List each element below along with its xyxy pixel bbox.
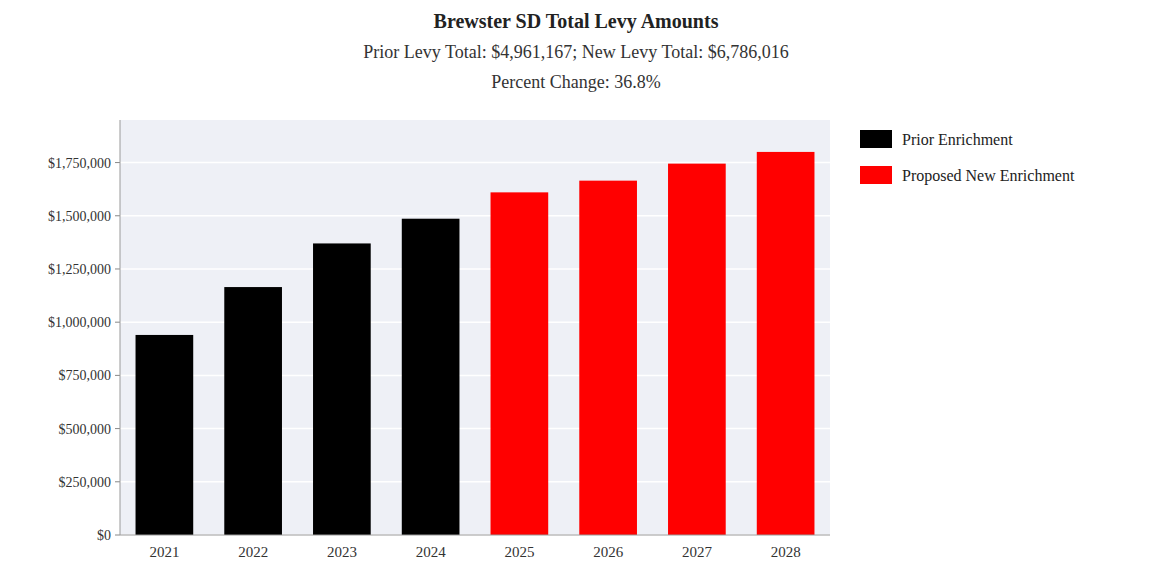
y-axis [120, 120, 121, 535]
bar [136, 335, 194, 535]
bar [757, 152, 815, 535]
y-tick [115, 268, 120, 269]
x-tick-label: 2023 [327, 544, 357, 560]
y-tick [115, 481, 120, 482]
y-tick-label: $250,000 [59, 475, 112, 490]
bar [224, 287, 282, 535]
x-tick-label: 2027 [682, 544, 713, 560]
y-tick [115, 535, 120, 536]
y-tick [115, 322, 120, 323]
y-tick-label: $750,000 [59, 368, 112, 383]
legend-swatch [860, 130, 892, 148]
y-tick-label: $1,500,000 [48, 209, 111, 224]
bars [136, 152, 815, 535]
grid-line [120, 162, 830, 164]
background [0, 0, 1152, 576]
y-tick-label: $1,750,000 [48, 156, 111, 171]
y-tick-label: $500,000 [59, 422, 112, 437]
x-axis [120, 535, 830, 536]
x-tick-label: 2022 [238, 544, 268, 560]
bar [402, 219, 460, 535]
x-tick-label: 2024 [416, 544, 447, 560]
x-tick-label: 2026 [593, 544, 624, 560]
chart: Brewster SD Total Levy Amounts Prior Levy… [0, 0, 1152, 576]
y-tick [115, 428, 120, 429]
y-tick [115, 375, 120, 376]
bar [491, 192, 549, 535]
x-tick-label: 2028 [771, 544, 801, 560]
y-tick-label: $1,250,000 [48, 262, 111, 277]
y-tick-label: $0 [97, 528, 111, 543]
legend-label: Proposed New Enrichment [902, 167, 1075, 185]
bar [668, 164, 726, 535]
x-tick-label: 2021 [149, 544, 179, 560]
title: Brewster SD Total Levy Amounts [434, 10, 719, 33]
y-tick [115, 162, 120, 163]
plot-area [120, 120, 830, 535]
legend-swatch [860, 166, 892, 184]
bar [579, 181, 637, 535]
x-tick-label: 2025 [504, 544, 534, 560]
legend-label: Prior Enrichment [902, 131, 1013, 148]
y-tick [115, 215, 120, 216]
subtitle: Prior Levy Total: $4,961,167; New Levy T… [363, 42, 788, 62]
bar [313, 243, 371, 535]
subtitle: Percent Change: 36.8% [491, 72, 660, 92]
y-tick-label: $1,000,000 [48, 315, 111, 330]
